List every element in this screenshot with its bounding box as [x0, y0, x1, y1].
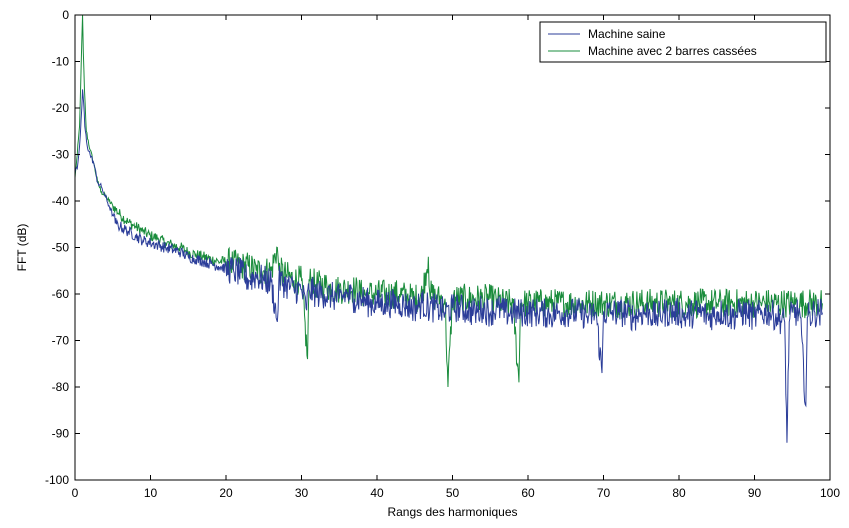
x-tick-label: 80	[672, 486, 686, 500]
plot-frame	[74, 14, 831, 481]
x-tick-label: 20	[219, 486, 233, 500]
y-tick-label: -90	[52, 427, 70, 441]
legend-label-machine-barres-cassees: Machine avec 2 barres cassées	[588, 44, 757, 58]
x-tick-label: 10	[144, 486, 158, 500]
legend-box	[539, 21, 827, 63]
ticks-layer: 0 10 20 30 40 50 60 70 80 90 100 0 -10 -20 -30 -40 -50 -6…	[45, 8, 840, 500]
series-line-machine-saine	[74, 89, 823, 443]
series-line-machine-barres-cassees	[74, 14, 823, 388]
x-tick-label: 0	[72, 486, 79, 500]
legend-label-machine-saine: Machine saine	[588, 27, 666, 41]
x-tick-label: 40	[370, 486, 384, 500]
x-tick-label: 90	[748, 486, 762, 500]
y-tick-label: -100	[45, 473, 69, 487]
y-tick-label: 0	[62, 8, 69, 22]
x-tick-label: 30	[295, 486, 309, 500]
y-tick-label: -80	[52, 380, 70, 394]
x-tick-label: 50	[446, 486, 460, 500]
x-tick-label: 100	[820, 486, 840, 500]
y-tick-label: -10	[52, 55, 70, 69]
y-tick-label: -20	[52, 101, 70, 115]
y-tick-label: -40	[52, 194, 70, 208]
y-tick-label: -70	[52, 334, 70, 348]
y-tick-label: -50	[52, 241, 70, 255]
y-axis-label: FFT (dB)	[15, 224, 29, 272]
x-tick-label: 70	[597, 486, 611, 500]
legend: Machine saine Machine avec 2 barres cass…	[539, 21, 827, 63]
x-tick-label: 60	[521, 486, 535, 500]
y-tick-label: -30	[52, 148, 70, 162]
series-layer	[74, 14, 823, 443]
x-axis-label: Rangs des harmoniques	[387, 505, 517, 519]
y-tick-label: -60	[52, 287, 70, 301]
